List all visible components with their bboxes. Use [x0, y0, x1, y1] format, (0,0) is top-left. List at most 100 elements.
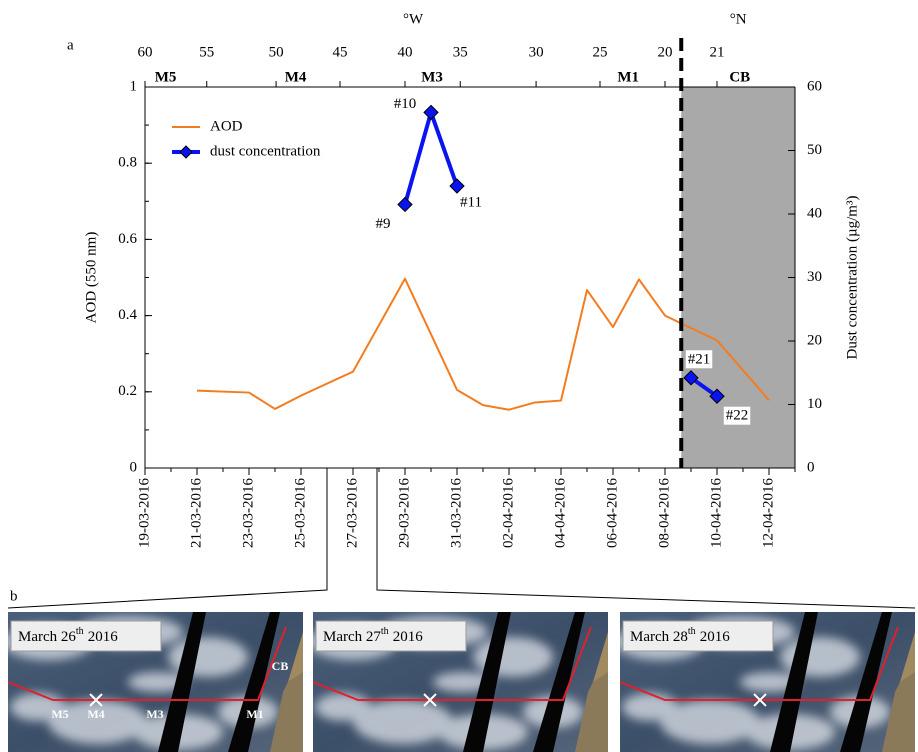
y-tick-label: 0 [130, 459, 138, 475]
image-date: March 26th 2016 [18, 626, 118, 645]
top-tick-label: 40 [398, 44, 413, 60]
data-point [449, 178, 465, 194]
year: 2016 [393, 629, 424, 645]
date-box [10, 620, 162, 652]
y2-axis-label: Dust concentration (µg/m³) [844, 196, 860, 360]
date-box [622, 620, 774, 652]
segment-label: CB [729, 69, 750, 85]
y-axis-label: AOD (550 nm) [83, 232, 99, 324]
legend-label: dust concentration [210, 143, 321, 159]
plot: 19-03-2016 21-03-2016 23-03-2016 25-03-2016… [7, 11, 916, 609]
ship-track [8, 626, 287, 701]
top-axis-label: °W [403, 11, 424, 27]
satellite-image: March 28th 2016 [620, 612, 915, 752]
shaded-region [681, 87, 795, 468]
connector [7, 468, 328, 609]
track-label: M1 [246, 707, 263, 721]
label-box [723, 406, 751, 425]
top-tick-label: 45 [333, 44, 348, 60]
x-tick-label: 19-03-2016 [136, 478, 152, 548]
x-tick-label: 08-04-2016 [656, 478, 672, 548]
top-tick-label: 21 [710, 44, 725, 60]
track-label: M3 [146, 707, 163, 721]
y-tick-label: 0.6 [118, 231, 137, 247]
year: 2016 [88, 629, 119, 645]
ordinal: th [381, 626, 389, 637]
point-label: #21 [688, 351, 711, 367]
point-label: #22 [726, 408, 749, 424]
data-point [397, 196, 413, 213]
image-date: March 28th 2016 [630, 626, 730, 645]
ship-track [313, 626, 592, 701]
satellite-image: March 27th 2016 [313, 612, 608, 752]
segment-label: M3 [421, 69, 443, 85]
top-tick-label: 20 [658, 44, 673, 60]
connector [376, 468, 916, 609]
year: 2016 [700, 629, 731, 645]
data-point [683, 370, 699, 386]
y2-tick-label: 10 [807, 396, 822, 412]
y2-tick-label: 40 [807, 205, 822, 221]
x-tick-label: 04-04-2016 [552, 478, 568, 548]
label-box [685, 350, 713, 369]
x-tick-label: 10-04-2016 [708, 478, 724, 548]
x-tick-label: 25-03-2016 [292, 478, 308, 548]
ship-track [620, 626, 899, 701]
ordinal: th [688, 626, 696, 637]
legend-marker [179, 145, 193, 159]
position-marker [753, 693, 767, 707]
y2-tick-label: 60 [807, 78, 822, 94]
x-tick-label: 23-03-2016 [240, 478, 256, 548]
image-date: March 27th 2016 [323, 626, 423, 645]
top-tick-label: 35 [453, 44, 468, 60]
top-tick-label: 55 [199, 44, 214, 60]
track-label: M5 [51, 707, 68, 721]
date: March 28 [630, 629, 688, 645]
segment-label: M1 [617, 69, 639, 85]
position-marker [89, 693, 103, 707]
top-tick-label: 60 [138, 44, 153, 60]
point-label: #9 [376, 216, 391, 232]
top-axis-label: °N [730, 11, 747, 27]
x-tick-label: 27-03-2016 [344, 478, 360, 548]
top-tick-label: 25 [593, 44, 608, 60]
x-tick-label: 02-04-2016 [500, 478, 516, 548]
x-tick-label: 29-03-2016 [396, 478, 412, 548]
position-marker [423, 693, 437, 707]
y-tick-label: 0.4 [118, 307, 137, 323]
date: March 27 [323, 629, 381, 645]
segment-label: M5 [155, 69, 177, 85]
series-line [196, 277, 770, 411]
x-tick-label: 06-04-2016 [604, 478, 620, 548]
legend: AOD dust concentration [172, 118, 321, 159]
segment-label: M4 [285, 69, 307, 85]
data-point [423, 104, 439, 121]
x-tick-label: 31-03-2016 [448, 478, 464, 548]
satellite-image: March 26th 2016 M5 M4 M3 M1 CB [8, 612, 303, 752]
x-tick-label: 12-04-2016 [760, 478, 776, 548]
ordinal: th [76, 626, 84, 637]
top-tick-label: 30 [529, 44, 544, 60]
panel-label: a [67, 37, 74, 53]
date-box [315, 620, 467, 652]
legend-label: AOD [210, 118, 243, 134]
series-line [403, 110, 719, 398]
y-tick-label: 1 [130, 78, 138, 94]
data-point [709, 388, 725, 404]
y-tick-label: 0.8 [118, 155, 137, 171]
y2-tick-label: 50 [807, 142, 822, 158]
date: March 26 [18, 629, 76, 645]
panel-label: b [10, 588, 18, 604]
track-label: M4 [87, 707, 104, 721]
top-tick-label: 50 [269, 44, 284, 60]
y-tick-label: 0.2 [118, 383, 137, 399]
y2-tick-label: 20 [807, 332, 822, 348]
track-label: CB [272, 659, 289, 673]
y2-tick-label: 0 [807, 459, 815, 475]
point-label: #10 [394, 96, 417, 112]
point-label: #11 [460, 194, 482, 210]
y2-tick-label: 30 [807, 269, 822, 285]
x-tick-label: 21-03-2016 [188, 478, 204, 548]
